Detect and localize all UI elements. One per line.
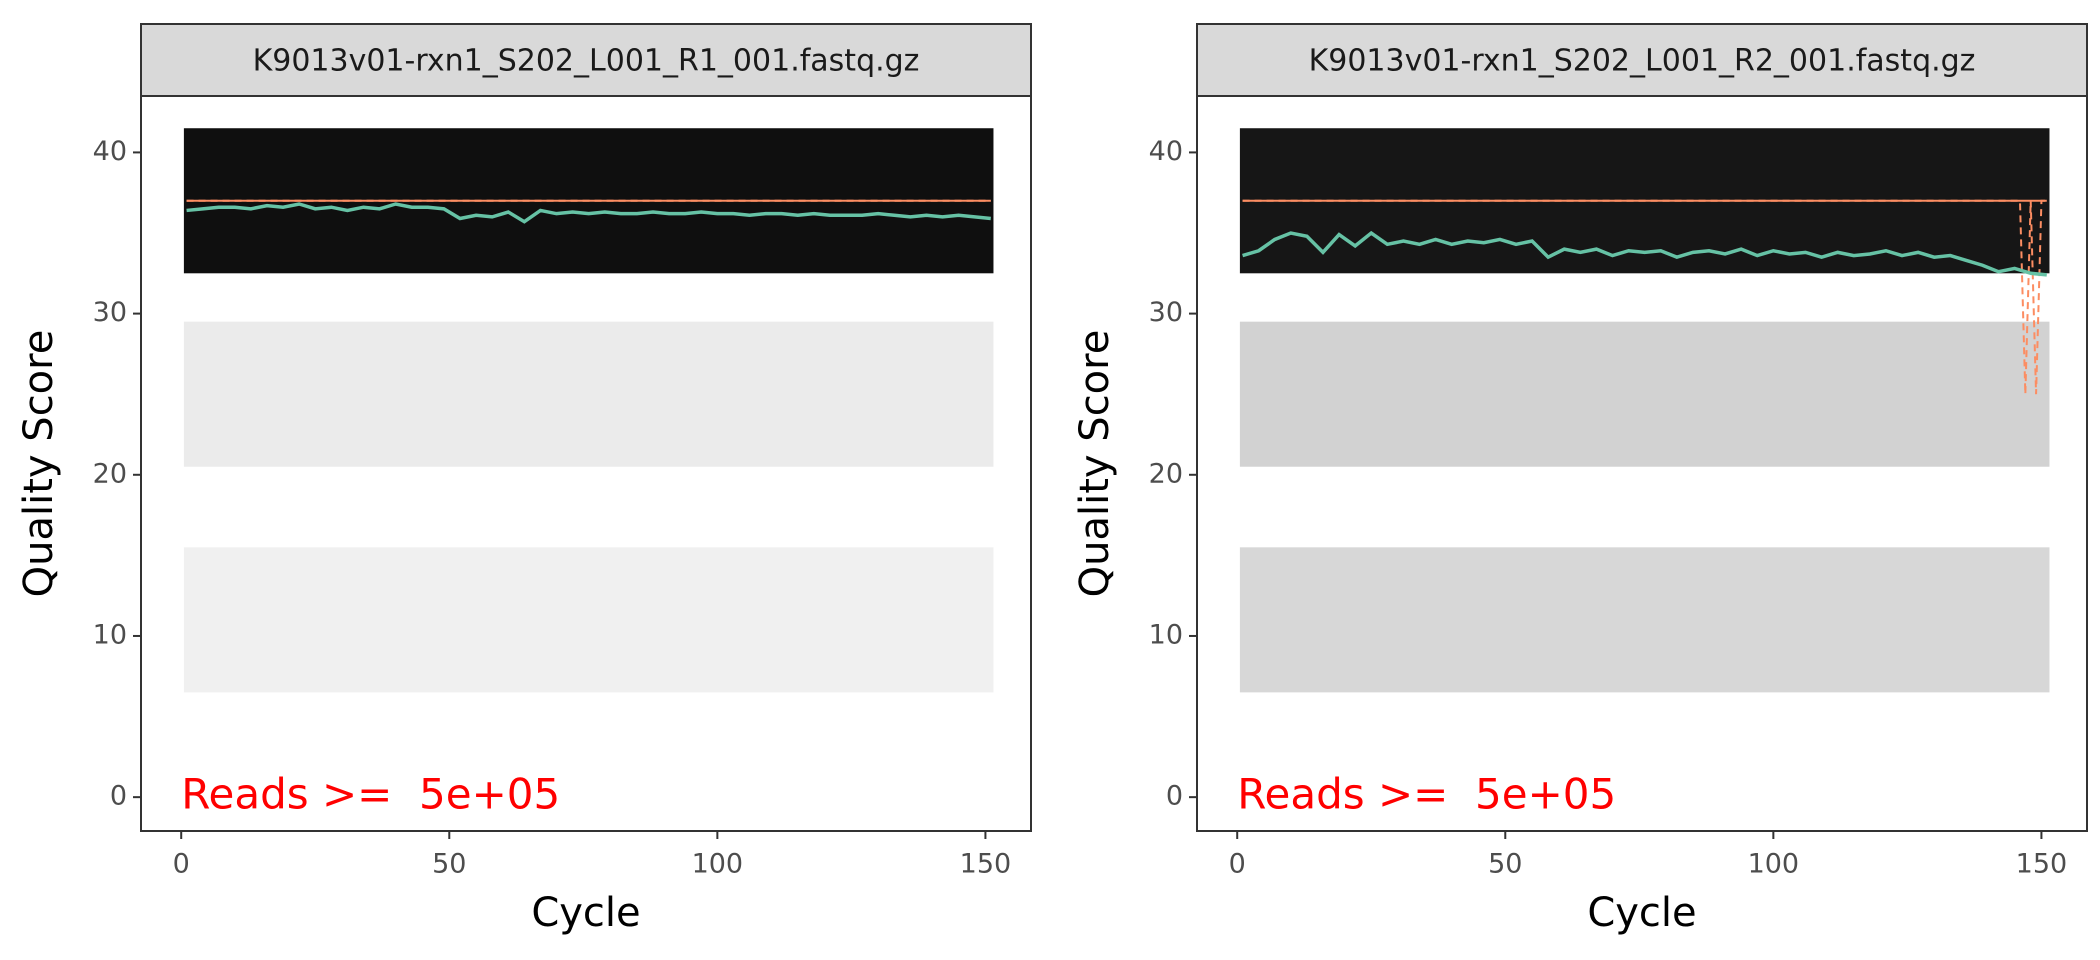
y-tick-label: 10 xyxy=(93,619,127,650)
reads-annotation: Reads >= 5e+05 xyxy=(181,770,560,819)
y-tick-label: 10 xyxy=(1149,619,1183,650)
y-tick-label: 20 xyxy=(1149,458,1183,489)
panel: Reads >= 5e+05 K9013v01-rxn1_S202_L001_R1… xyxy=(16,23,1032,936)
x-tick-label: 100 xyxy=(692,849,744,880)
y-axis-title: Quality Score xyxy=(1072,330,1118,598)
x-tick-label: 0 xyxy=(1229,849,1246,880)
heatmap-band xyxy=(1239,321,2050,467)
x-axis-title: Cycle xyxy=(1587,890,1696,936)
mean-line xyxy=(1242,230,2047,277)
reads-annotation: Reads >= 5e+05 xyxy=(1237,770,1616,819)
y-tick-label: 40 xyxy=(93,136,127,167)
x-tick-label: 100 xyxy=(1748,849,1800,880)
y-tick-label: 20 xyxy=(93,458,127,489)
x-tick-label: 50 xyxy=(1488,849,1522,880)
x-axis-title: Cycle xyxy=(531,890,640,936)
mean-line xyxy=(186,202,991,224)
y-tick-label: 30 xyxy=(93,297,127,328)
heatmap-band xyxy=(1239,547,2050,693)
strip xyxy=(140,23,1032,97)
heatmap-band xyxy=(183,547,994,693)
strip-title: K9013v01-rxn1_S202_L001_R1_001.fastq.gz xyxy=(253,44,920,79)
y-axis-title: Quality Score xyxy=(16,330,62,598)
quartile-line xyxy=(1242,199,2047,395)
y-tick-label: 40 xyxy=(1149,136,1183,167)
x-tick-label: 150 xyxy=(2016,849,2068,880)
y-tick-label: 0 xyxy=(1166,781,1183,812)
x-tick-label: 150 xyxy=(960,849,1012,880)
x-tick-label: 0 xyxy=(173,849,190,880)
y-tick-label: 0 xyxy=(110,781,127,812)
x-tick-label: 50 xyxy=(432,849,466,880)
strip-title: K9013v01-rxn1_S202_L001_R2_001.fastq.gz xyxy=(1309,44,1976,79)
y-tick-label: 30 xyxy=(1149,297,1183,328)
strip xyxy=(1196,23,2088,97)
heatmap-band xyxy=(183,321,994,467)
panel: Reads >= 5e+05 K9013v01-rxn1_S202_L001_R2… xyxy=(1072,23,2088,936)
